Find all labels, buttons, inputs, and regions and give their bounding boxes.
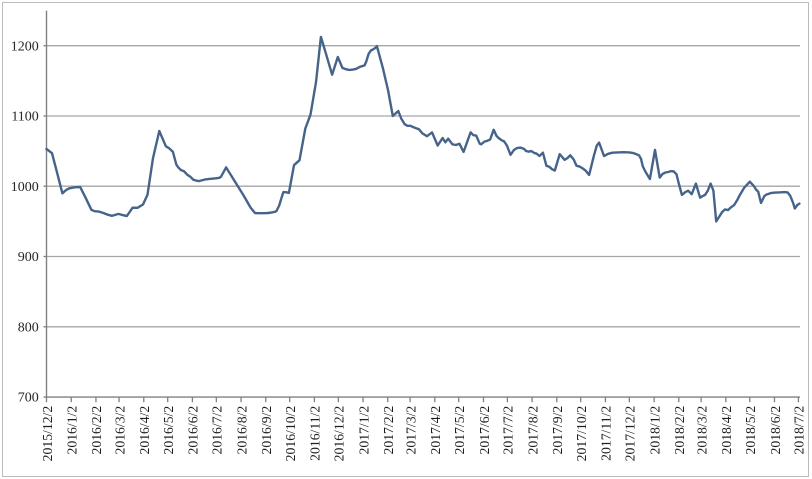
- svg-text:2016/5/2: 2016/5/2: [161, 406, 176, 455]
- svg-text:2018/1/2: 2018/1/2: [647, 406, 662, 455]
- svg-text:2016/1/2: 2016/1/2: [65, 406, 80, 455]
- svg-text:2017/7/2: 2017/7/2: [501, 406, 516, 455]
- svg-text:2018/6/2: 2018/6/2: [768, 406, 783, 455]
- svg-text:2017/8/2: 2017/8/2: [525, 406, 540, 455]
- svg-text:2016/7/2: 2016/7/2: [210, 406, 225, 455]
- svg-text:2016/4/2: 2016/4/2: [137, 406, 152, 455]
- svg-text:2015/12/2: 2015/12/2: [40, 406, 55, 462]
- svg-text:2018/3/2: 2018/3/2: [694, 406, 709, 455]
- svg-text:700: 700: [18, 391, 39, 406]
- svg-text:2017/5/2: 2017/5/2: [452, 406, 467, 455]
- svg-text:2017/12/2: 2017/12/2: [623, 406, 638, 462]
- svg-text:2017/11/2: 2017/11/2: [599, 406, 614, 461]
- svg-text:2016/6/2: 2016/6/2: [186, 406, 201, 455]
- svg-text:900: 900: [18, 250, 39, 265]
- svg-text:2016/11/2: 2016/11/2: [308, 406, 323, 461]
- svg-text:800: 800: [18, 320, 39, 335]
- svg-text:2017/2/2: 2017/2/2: [381, 406, 396, 455]
- svg-text:2016/3/2: 2016/3/2: [112, 406, 127, 455]
- svg-text:1000: 1000: [11, 180, 39, 195]
- svg-text:2017/6/2: 2017/6/2: [477, 406, 492, 455]
- svg-text:2017/3/2: 2017/3/2: [403, 406, 418, 455]
- svg-text:2016/8/2: 2016/8/2: [234, 406, 249, 455]
- svg-text:1200: 1200: [11, 39, 39, 54]
- svg-text:2017/10/2: 2017/10/2: [574, 406, 589, 462]
- svg-text:2018/2/2: 2018/2/2: [672, 406, 687, 455]
- svg-text:2017/4/2: 2017/4/2: [428, 406, 443, 455]
- svg-text:2016/10/2: 2016/10/2: [283, 406, 298, 462]
- svg-text:1100: 1100: [11, 110, 38, 125]
- svg-text:2018/7/2: 2018/7/2: [792, 406, 807, 455]
- svg-text:2017/1/2: 2017/1/2: [356, 406, 371, 455]
- svg-text:2016/2/2: 2016/2/2: [89, 406, 104, 455]
- svg-text:2018/5/2: 2018/5/2: [743, 406, 758, 455]
- svg-text:2016/9/2: 2016/9/2: [259, 406, 274, 455]
- svg-text:2016/12/2: 2016/12/2: [332, 406, 347, 462]
- svg-text:2018/4/2: 2018/4/2: [719, 406, 734, 455]
- svg-text:2017/9/2: 2017/9/2: [550, 406, 565, 455]
